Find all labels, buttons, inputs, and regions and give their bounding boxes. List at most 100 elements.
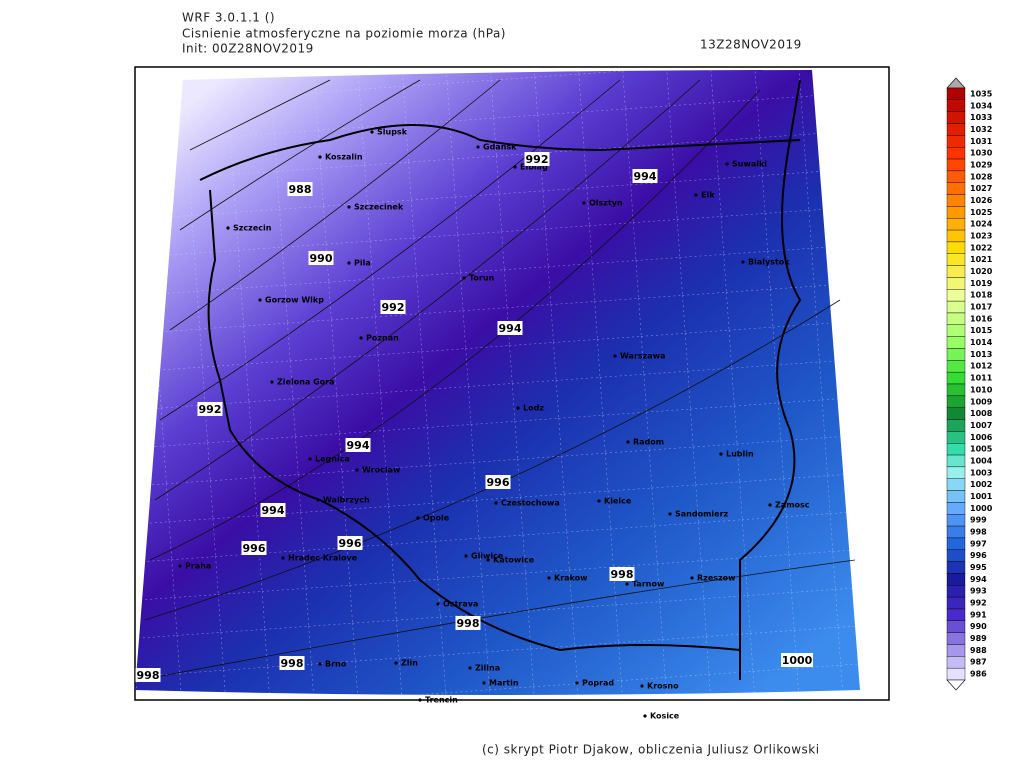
city-dot (318, 662, 322, 666)
city-dot (178, 564, 182, 568)
colorbar-label: 1033 (970, 113, 992, 122)
contour-label: 998 (281, 657, 304, 670)
contour-label-box (135, 668, 161, 682)
contour-label: 994 (347, 439, 370, 452)
city-dot (476, 145, 480, 149)
colorbar-label: 989 (970, 634, 987, 643)
colorbar-label: 1009 (970, 397, 993, 406)
city-dot (643, 714, 647, 718)
city-label: Zilina (475, 664, 500, 673)
lat-lon-grid (135, 70, 860, 695)
colorbar-label: 1032 (970, 125, 992, 134)
city-dot (281, 556, 285, 560)
colorbar-box (946, 608, 966, 622)
colorbar-label: 1016 (970, 314, 993, 323)
colorbar-label: 1000 (970, 504, 993, 513)
city-label: Gdansk (483, 143, 517, 152)
city-dot (226, 226, 230, 230)
city-label: Wroclaw (362, 466, 401, 475)
city-dot (513, 165, 517, 169)
colorbar-label: 991 (970, 610, 987, 619)
contour-label-box (308, 251, 334, 265)
colorbar-label: 998 (970, 528, 987, 537)
city-label: Trencin (425, 696, 458, 705)
colorbar-box (946, 241, 966, 254)
colorbar-box (946, 336, 966, 349)
city-dot (640, 684, 644, 688)
contour-label: 994 (499, 322, 522, 335)
contour-label: 998 (457, 617, 480, 630)
colorbar-box (946, 182, 966, 195)
colorbar-box (946, 312, 966, 325)
contour-label-box (524, 152, 550, 166)
city-label: Brno (325, 660, 347, 669)
city-dot (258, 298, 262, 302)
map-area (135, 70, 860, 695)
colorbar-box (946, 158, 966, 172)
city-label: Walbrzych (323, 496, 370, 505)
colorbar-label: 1002 (970, 480, 992, 489)
city-dot (494, 501, 498, 505)
colorbar-label: 1003 (970, 468, 992, 477)
city-dot (370, 130, 374, 134)
colorbar-label: 1029 (970, 160, 993, 169)
colorbar-label: 1027 (970, 184, 992, 193)
contour-label: 992 (199, 403, 222, 416)
city-label: Pila (354, 259, 371, 268)
init: Init: 00Z28NOV2019 (182, 42, 314, 56)
city-dot (436, 602, 440, 606)
colorbar-box (946, 265, 966, 278)
contour-label-box (497, 321, 523, 335)
city-label: Lodz (523, 404, 544, 413)
city-label: Legnica (315, 455, 350, 464)
contour-label: 998 (611, 568, 634, 581)
city-label: Warszawa (620, 352, 666, 361)
city-dot (625, 582, 629, 586)
colorbar-label: 1017 (970, 303, 992, 312)
city-label: Rzeszow (697, 574, 736, 583)
colorbar-label: 987 (970, 658, 987, 667)
city-label: Krosno (647, 682, 679, 691)
city-label: Olsztyn (589, 199, 623, 208)
colorbar-box (946, 218, 966, 231)
colorbar-box (946, 419, 966, 432)
contour-label: 988 (289, 183, 312, 196)
colorbar-box (946, 229, 966, 243)
colorbar-box (946, 537, 966, 550)
colorbar-box (946, 99, 966, 112)
city-dot (582, 201, 586, 205)
colorbar-box (946, 123, 966, 136)
city-label: Zlin (401, 659, 418, 668)
colorbar-box (946, 253, 966, 266)
city-label: Poznan (366, 334, 399, 343)
city-label: Zamosc (775, 501, 810, 510)
contour-label-box (632, 169, 658, 183)
colorbar-label: 1015 (970, 326, 993, 335)
city-dot (486, 558, 490, 562)
colorbar-box (946, 490, 966, 503)
colorbar-label: 992 (970, 599, 987, 608)
colorbar-top-arrow (946, 77, 966, 89)
colorbar-box (946, 371, 966, 385)
colorbar-box (946, 596, 966, 610)
colorbar-label: 1025 (970, 208, 993, 217)
colorbar-label: 1012 (970, 362, 992, 371)
city-label: Opole (423, 514, 450, 523)
city-label: Poprad (582, 679, 614, 688)
contour-label-box (485, 475, 511, 489)
colorbar-label: 1011 (970, 374, 993, 383)
city-label: Sandomierz (675, 510, 729, 519)
colorbar-label: 1010 (970, 385, 993, 394)
city-label: Suwalki (732, 160, 767, 169)
city-dot (347, 261, 351, 265)
colorbar-box (946, 656, 966, 669)
colorbar-label: 988 (970, 646, 987, 655)
city-dot (462, 276, 466, 280)
contour-label-box (380, 300, 406, 314)
city-dot (270, 380, 274, 384)
colorbar-label: 1014 (970, 338, 993, 347)
colorbar-label: 1031 (970, 137, 993, 146)
city-label: Szczecinek (354, 203, 404, 212)
colorbar-label: 1023 (970, 232, 992, 241)
contour-label-box (260, 503, 286, 517)
